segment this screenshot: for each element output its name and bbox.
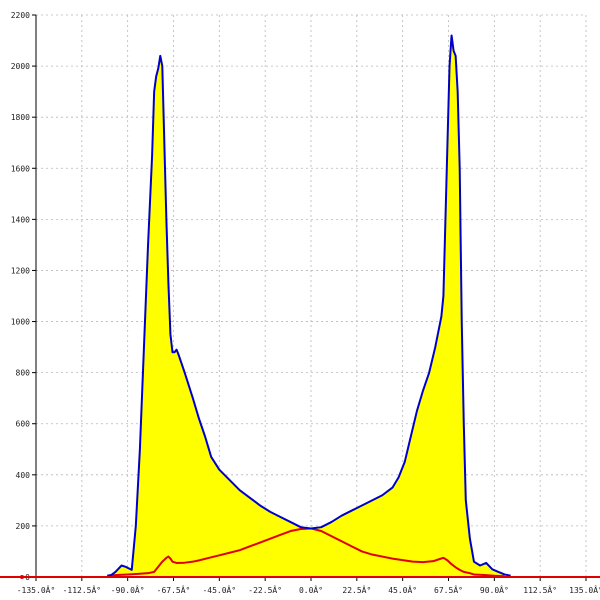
y-tick-label: 400 bbox=[16, 471, 31, 480]
x-tick-label: 112.5Â° bbox=[523, 584, 557, 595]
y-tick-label: 800 bbox=[16, 369, 31, 378]
x-tick-label: -45.0Â° bbox=[202, 584, 236, 595]
y-tick-label: 1600 bbox=[11, 164, 30, 173]
x-tick-label: -90.0Â° bbox=[111, 584, 145, 595]
grid bbox=[36, 14, 587, 577]
origin-marker bbox=[20, 575, 24, 579]
y-tick-label: 200 bbox=[16, 522, 31, 531]
x-tick-label: 135.0Â° bbox=[569, 584, 600, 595]
x-tick-label: 45.0Â° bbox=[388, 584, 417, 595]
upper-series-line bbox=[107, 34, 511, 577]
x-tick-label: -135.0Â° bbox=[17, 584, 56, 595]
x-tick-label: 90.0Â° bbox=[480, 584, 509, 595]
lower-series-line bbox=[107, 527, 505, 578]
x-tick-label: 67.5Â° bbox=[434, 584, 463, 595]
x-tick-label: 22.5Â° bbox=[342, 584, 371, 595]
y-tick-label: 1800 bbox=[11, 113, 30, 122]
x-tick-label: -112.5Â° bbox=[63, 584, 102, 595]
y-tick-label: 2200 bbox=[11, 11, 30, 20]
y-tick-label: 1400 bbox=[11, 215, 30, 224]
y-tick-label: 1200 bbox=[11, 266, 30, 275]
series-layer bbox=[107, 34, 511, 578]
axes: -135.0Â° -112.5Â° -90.0Â° -67.5Â° -45.0Â° -22… bbox=[0, 11, 600, 595]
x-tick-label: -67.5Â° bbox=[157, 584, 191, 595]
upper-series-fill bbox=[107, 35, 511, 577]
x-tick-label: -22.5Â° bbox=[248, 584, 282, 595]
y-tick-label: 2000 bbox=[11, 62, 30, 71]
x-tick-label: 0.0Â° bbox=[299, 584, 323, 595]
y-tick-label: 1000 bbox=[11, 318, 30, 327]
y-tick-label: 600 bbox=[16, 420, 31, 429]
